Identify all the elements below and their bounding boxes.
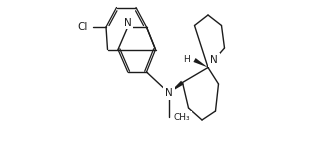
Text: N: N (124, 18, 132, 27)
Text: CH₃: CH₃ (173, 112, 190, 122)
Text: H: H (183, 56, 190, 64)
Polygon shape (169, 81, 184, 93)
Text: N: N (210, 55, 218, 65)
Text: Cl: Cl (78, 22, 88, 32)
Polygon shape (193, 58, 208, 68)
Text: N: N (165, 88, 173, 98)
